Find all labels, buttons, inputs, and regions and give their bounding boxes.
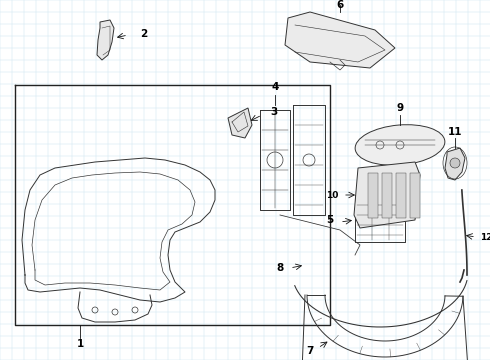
- Circle shape: [450, 158, 460, 168]
- Text: 7: 7: [306, 346, 314, 356]
- Text: 8: 8: [276, 263, 284, 273]
- Ellipse shape: [355, 125, 445, 165]
- Bar: [410, 173, 420, 218]
- Text: 6: 6: [336, 0, 343, 10]
- Polygon shape: [445, 148, 465, 180]
- Text: 4: 4: [271, 82, 279, 92]
- Text: 12: 12: [480, 233, 490, 242]
- Bar: [368, 173, 378, 218]
- Bar: [382, 173, 392, 218]
- Polygon shape: [97, 20, 114, 60]
- Polygon shape: [228, 108, 252, 138]
- Text: 3: 3: [270, 107, 277, 117]
- Bar: [396, 173, 406, 218]
- Polygon shape: [354, 162, 420, 228]
- Text: 1: 1: [76, 339, 84, 349]
- Text: 2: 2: [140, 29, 147, 39]
- Text: 5: 5: [326, 215, 334, 225]
- Text: 11: 11: [448, 127, 462, 137]
- Polygon shape: [285, 12, 395, 68]
- Text: 10: 10: [326, 190, 338, 199]
- Text: 9: 9: [396, 103, 404, 113]
